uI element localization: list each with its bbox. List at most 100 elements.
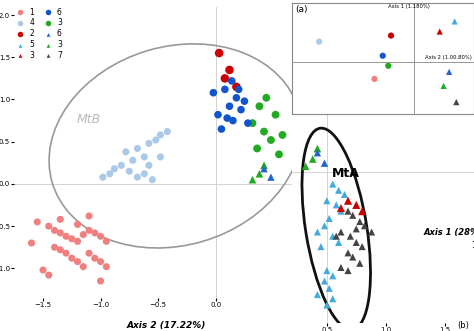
Point (122, 149, 130, 155)
Point (218, 126, 225, 132)
Text: (b): (b) (457, 321, 469, 330)
Point (255, 104, 263, 109)
Point (97, 278, 104, 284)
Point (356, 219, 364, 224)
Point (106, 171, 114, 176)
Text: Axis 2 (1.00.80%): Axis 2 (1.00.80%) (425, 55, 472, 61)
Point (62, 251, 70, 256)
Point (51, 245, 58, 250)
Point (329, 234, 337, 239)
Point (329, 181, 337, 187)
Point (134, 146, 141, 151)
Point (228, 78, 236, 83)
Point (346, 234, 354, 239)
Point (337, 205, 345, 211)
Point (314, 229, 321, 235)
Point (233, 95, 240, 100)
Point (91, 230, 99, 236)
Point (68, 236, 75, 241)
Point (223, 116, 231, 121)
Point (353, 240, 360, 245)
Point (140, 171, 148, 176)
Point (156, 132, 164, 138)
Point (344, 268, 352, 273)
Point (34, 219, 41, 224)
Point (341, 192, 348, 197)
Point (260, 163, 268, 168)
Point (129, 158, 137, 163)
Point (323, 302, 331, 307)
Point (56, 230, 64, 236)
Point (325, 286, 333, 291)
Point (56, 247, 64, 253)
Point (337, 265, 345, 270)
Point (237, 107, 245, 112)
Point (214, 112, 222, 117)
Point (134, 174, 141, 180)
Point (272, 112, 279, 117)
Point (329, 273, 337, 278)
Point (379, 53, 386, 58)
Point (384, 63, 392, 69)
Text: 1.5: 1.5 (471, 241, 474, 250)
Point (99, 174, 107, 180)
Point (62, 234, 70, 239)
Point (85, 228, 93, 233)
Point (344, 250, 352, 256)
Point (302, 164, 310, 169)
Point (45, 223, 53, 229)
Point (337, 229, 345, 235)
Text: Axis 1 (1.180%): Axis 1 (1.180%) (388, 4, 430, 9)
Point (451, 19, 458, 24)
Point (321, 223, 328, 228)
Point (358, 209, 366, 214)
Point (349, 213, 356, 218)
Point (361, 223, 368, 228)
Point (436, 29, 444, 34)
Point (145, 163, 153, 168)
Point (344, 198, 352, 203)
Point (253, 146, 261, 151)
Point (453, 99, 460, 105)
Point (353, 202, 360, 208)
Point (263, 95, 270, 100)
Point (97, 259, 104, 264)
Text: Axis 1 (28%): Axis 1 (28%) (424, 228, 474, 237)
Point (235, 87, 243, 92)
Point (323, 268, 331, 273)
Point (226, 67, 233, 72)
Point (335, 240, 342, 245)
Point (332, 202, 340, 208)
Point (332, 234, 340, 239)
Point (221, 76, 228, 81)
Point (233, 84, 240, 89)
Point (321, 278, 328, 284)
Point (74, 222, 82, 227)
Text: MtB: MtB (76, 113, 100, 126)
Point (80, 264, 87, 269)
Point (45, 272, 53, 278)
Point (74, 259, 82, 264)
Point (260, 129, 268, 134)
Point (110, 166, 118, 171)
Point (97, 234, 104, 239)
Point (148, 177, 156, 182)
Text: Axis 2 (17.22%): Axis 2 (17.22%) (126, 321, 206, 330)
Point (335, 188, 342, 193)
Point (387, 33, 395, 38)
Text: (a): (a) (295, 5, 308, 14)
Point (80, 232, 87, 237)
Point (314, 292, 321, 297)
Point (353, 226, 360, 232)
Point (344, 209, 352, 214)
Point (126, 168, 133, 174)
Point (368, 229, 375, 235)
Point (315, 39, 323, 44)
Point (321, 161, 328, 166)
Point (140, 154, 148, 160)
Point (255, 171, 263, 176)
Point (356, 260, 364, 266)
Point (440, 83, 447, 89)
Point (91, 256, 99, 261)
Point (267, 137, 275, 143)
